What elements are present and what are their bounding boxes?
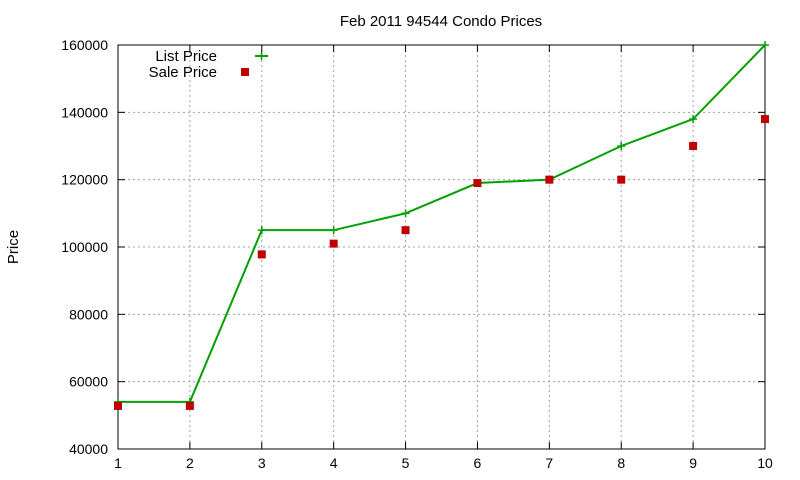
list-price-point (401, 209, 410, 218)
sale-price-point (761, 115, 769, 124)
grid-lines (118, 45, 765, 449)
x-tick-label: 2 (186, 455, 194, 471)
list-price-point (257, 226, 266, 235)
sale-price-point (114, 401, 122, 410)
x-tick-label: 8 (617, 455, 625, 471)
y-tick-label: 140000 (61, 104, 108, 120)
legend-label: List Price (155, 48, 217, 65)
list-price-point (617, 142, 626, 150)
sale-price-point (473, 179, 482, 188)
sale-price-point (185, 401, 194, 410)
y-tick-label: 120000 (61, 172, 108, 188)
series-list-price (114, 41, 769, 406)
x-tick-label: 1 (114, 455, 122, 471)
x-tick-label: 3 (258, 455, 266, 471)
sale-price-point (401, 226, 410, 235)
y-tick-label: 160000 (61, 37, 108, 53)
sale-price-point (617, 175, 626, 184)
series-sale-price (114, 115, 769, 410)
y-tick-label: 80000 (69, 306, 108, 322)
x-tick-label: 9 (689, 455, 697, 471)
sale-price-point (329, 239, 338, 248)
list-price-line (118, 44, 766, 403)
chart-title: Feb 2011 94544 Condo Prices (340, 13, 542, 30)
plot-frame (117, 44, 766, 450)
axis-ticks: 1 2 3 4 5 6 7 8 9 10 40000 60000 80000 100000 120000 14… (61, 37, 773, 471)
list-price-point (329, 226, 338, 235)
legend-point-sample (241, 68, 249, 76)
x-tick-label: 10 (757, 455, 773, 471)
list-price-point (761, 41, 769, 49)
legend-label: Sale Price (149, 64, 217, 81)
list-price-point (689, 115, 698, 124)
x-tick-label: 5 (402, 455, 410, 471)
sale-price-point (257, 250, 266, 259)
y-axis-label: Price (5, 230, 22, 264)
x-tick-label: 6 (474, 455, 482, 471)
y-tick-label: 40000 (69, 441, 108, 457)
sale-price-point (545, 175, 554, 184)
x-tick-label: 4 (330, 455, 338, 471)
y-tick-label: 100000 (61, 239, 108, 255)
y-tick-label: 60000 (69, 374, 108, 390)
series-layer (114, 41, 769, 410)
sale-price-point (689, 142, 698, 150)
legend-point-sample (257, 52, 266, 60)
x-tick-label: 7 (545, 455, 553, 471)
